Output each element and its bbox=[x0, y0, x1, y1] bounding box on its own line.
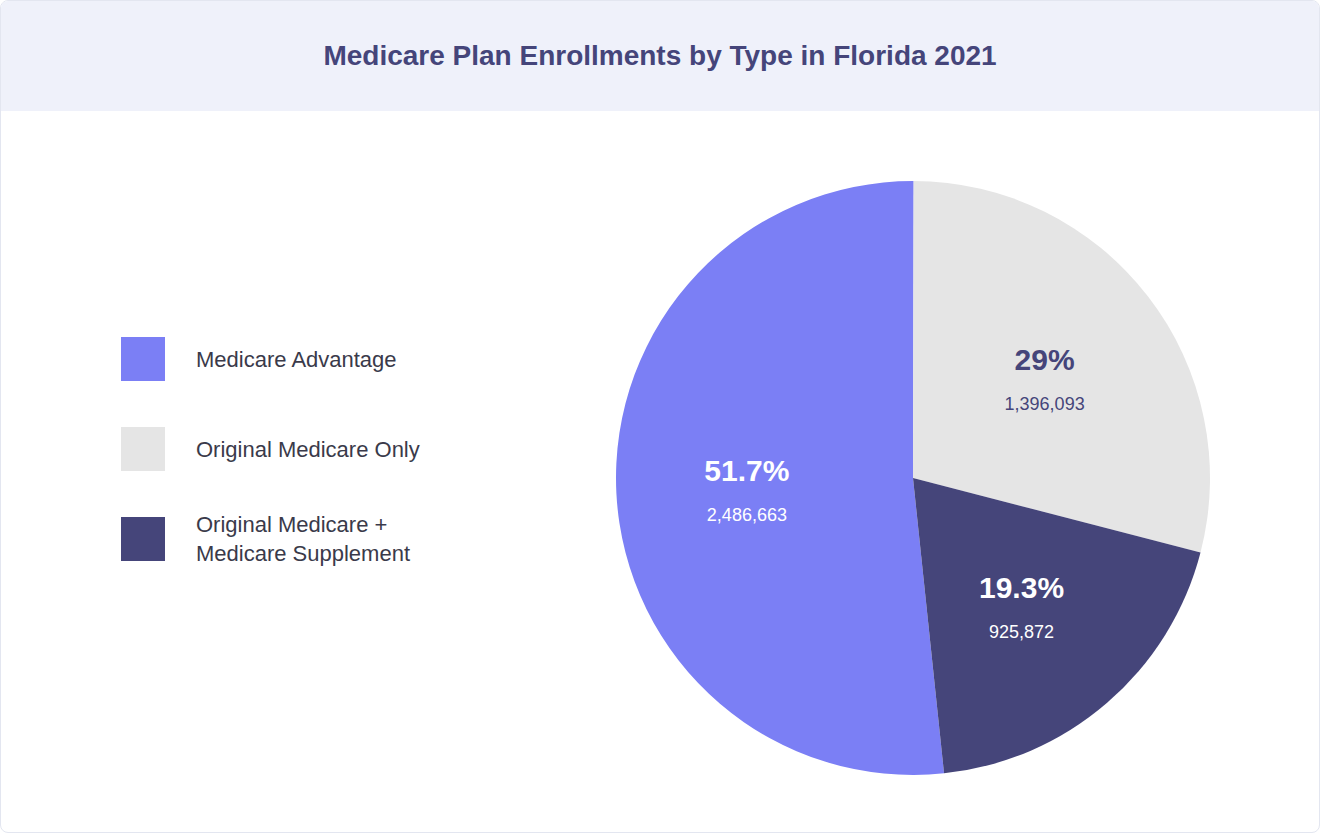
html-text:Original Medicare Only: Original Medicare Only bbox=[196, 436, 420, 462]
html-text:Medicare Plan Enrollments by T: Medicare Plan Enrollments by Type in Flo… bbox=[323, 40, 997, 71]
svg-text:2,486,663: 2,486,663 bbox=[707, 505, 787, 525]
svg-text:51.7%: 51.7% bbox=[704, 454, 789, 487]
svg-text:29%: 29% bbox=[1015, 343, 1075, 376]
html-text:Original Medicare + Medicare S: Original Medicare + Medicare Supplement bbox=[196, 512, 410, 566]
svg-text:19.3%: 19.3% bbox=[979, 571, 1064, 604]
svg-text:1,396,093: 1,396,093 bbox=[1005, 394, 1085, 414]
svg-text:925,872: 925,872 bbox=[989, 622, 1054, 642]
html-text:Medicare Advantage: Medicare Advantage bbox=[196, 346, 397, 372]
